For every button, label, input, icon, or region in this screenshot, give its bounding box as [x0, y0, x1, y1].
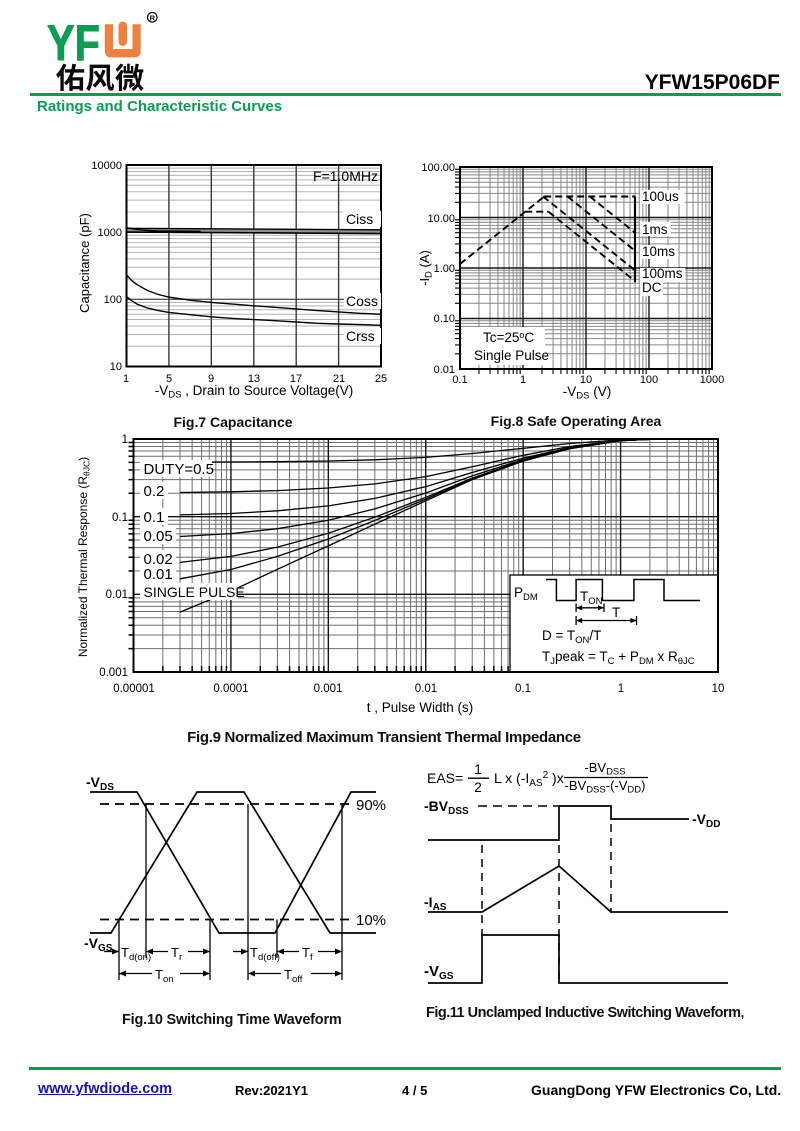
svg-text:0.01: 0.01 [144, 566, 173, 583]
svg-text:17: 17 [290, 373, 302, 385]
svg-text:F=1.0MHz: F=1.0MHz [313, 168, 378, 184]
svg-text:EAS=: EAS= [427, 770, 463, 786]
svg-text:1: 1 [520, 374, 526, 386]
svg-text:1ms: 1ms [642, 222, 668, 237]
svg-text:0.01: 0.01 [415, 683, 437, 695]
svg-text:1: 1 [122, 434, 128, 446]
svg-text:Capacitance (pF): Capacitance (pF) [77, 213, 92, 313]
svg-text:Tc=25oC: Tc=25oC [483, 330, 534, 345]
svg-text:Single Pulse: Single Pulse [474, 348, 549, 363]
svg-text:0.05: 0.05 [144, 528, 173, 545]
svg-text:25: 25 [375, 373, 387, 385]
svg-text:90%: 90% [356, 797, 386, 814]
svg-text:1000: 1000 [98, 227, 122, 239]
svg-text:Tf: Tf [302, 945, 313, 963]
svg-text:Td(off): Td(off) [250, 945, 280, 963]
svg-text:Tr: Tr [171, 945, 182, 963]
svg-text:-VGS: -VGS [424, 963, 454, 982]
svg-text:0.02: 0.02 [144, 551, 173, 568]
svg-text:t , Pulse Width (s): t , Pulse Width (s) [367, 700, 474, 715]
svg-text:SINGLE PULSE: SINGLE PULSE [144, 584, 245, 600]
svg-text:DUTY=0.5: DUTY=0.5 [144, 461, 214, 478]
svg-text:0.01: 0.01 [434, 364, 455, 376]
svg-text:Normalized Thermal Response (R: Normalized Thermal Response (RθJC) [76, 457, 92, 657]
svg-text:0.10: 0.10 [434, 313, 455, 325]
svg-text:2: 2 [474, 780, 482, 795]
svg-text:-ID (A): -ID (A) [417, 250, 435, 286]
svg-text:Crss: Crss [346, 328, 375, 344]
svg-text:-VDD: -VDD [692, 811, 720, 830]
svg-text:21: 21 [333, 373, 345, 385]
svg-text:T: T [612, 605, 620, 620]
svg-text:0.1: 0.1 [515, 683, 531, 695]
svg-text:-BVDSS-(-VDD): -BVDSS-(-VDD) [565, 778, 646, 796]
svg-text:100us: 100us [642, 189, 679, 204]
svg-text:0.001: 0.001 [99, 667, 128, 679]
svg-text:-VDS: -VDS [86, 774, 114, 793]
svg-text:-VDS , Drain to Source Voltage: -VDS , Drain to Source Voltage(V) [155, 383, 354, 401]
svg-text:DC: DC [642, 280, 662, 295]
svg-text:0.1: 0.1 [452, 374, 467, 386]
svg-text:13: 13 [248, 373, 260, 385]
svg-text:0.0001: 0.0001 [213, 683, 248, 695]
svg-text:1: 1 [618, 683, 624, 695]
svg-text:0.1: 0.1 [112, 512, 128, 524]
svg-text:100: 100 [104, 294, 122, 306]
svg-text:10: 10 [712, 683, 725, 695]
svg-text:10.00: 10.00 [427, 213, 455, 225]
svg-text:R: R [150, 14, 156, 23]
svg-text:-BVDSS: -BVDSS [424, 798, 469, 817]
svg-text:0.01: 0.01 [106, 589, 128, 601]
svg-text:10: 10 [110, 361, 122, 373]
svg-text:-VDS (V): -VDS (V) [563, 384, 611, 402]
svg-text:1.00: 1.00 [434, 263, 455, 275]
svg-text:Ciss: Ciss [346, 211, 373, 227]
svg-text:10ms: 10ms [642, 244, 675, 259]
svg-text:0.001: 0.001 [314, 683, 343, 695]
svg-text:0.1: 0.1 [144, 509, 165, 526]
svg-text:100.00: 100.00 [421, 162, 455, 174]
svg-text:0.2: 0.2 [144, 483, 165, 500]
svg-text:100: 100 [640, 374, 658, 386]
svg-text:1: 1 [123, 373, 129, 385]
svg-text:0.00001: 0.00001 [113, 683, 155, 695]
svg-text:TJpeak = TC + PDM x RθJC: TJpeak = TC + PDM x RθJC [542, 649, 695, 667]
svg-text:9: 9 [208, 373, 214, 385]
svg-text:10%: 10% [356, 912, 386, 929]
svg-text:Coss: Coss [346, 293, 378, 309]
svg-text:5: 5 [166, 373, 172, 385]
svg-text:YF: YF [47, 15, 100, 71]
svg-text:10: 10 [580, 374, 592, 386]
svg-text:10000: 10000 [91, 160, 122, 172]
svg-text:-IAS: -IAS [424, 894, 447, 913]
svg-text:L x (-IAS2 )x: L x (-IAS2 )x [494, 770, 564, 789]
svg-text:100ms: 100ms [642, 266, 683, 281]
svg-text:1000: 1000 [700, 374, 724, 386]
svg-text:1: 1 [474, 762, 482, 777]
svg-text:-BVDSS: -BVDSS [584, 760, 625, 778]
